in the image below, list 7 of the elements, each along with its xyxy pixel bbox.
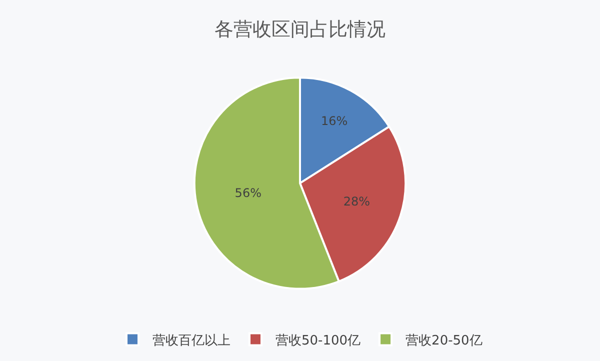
data-label: 16% [320,114,348,128]
data-label: 56% [234,186,262,200]
legend-label: 营收50-100亿 [276,333,361,348]
chart-title: 各营收区间占比情况 [214,18,386,41]
data-label: 28% [343,194,370,209]
legend-label: 营收百亿以上 [152,333,230,348]
legend-label: 营收20-50亿 [406,333,482,348]
